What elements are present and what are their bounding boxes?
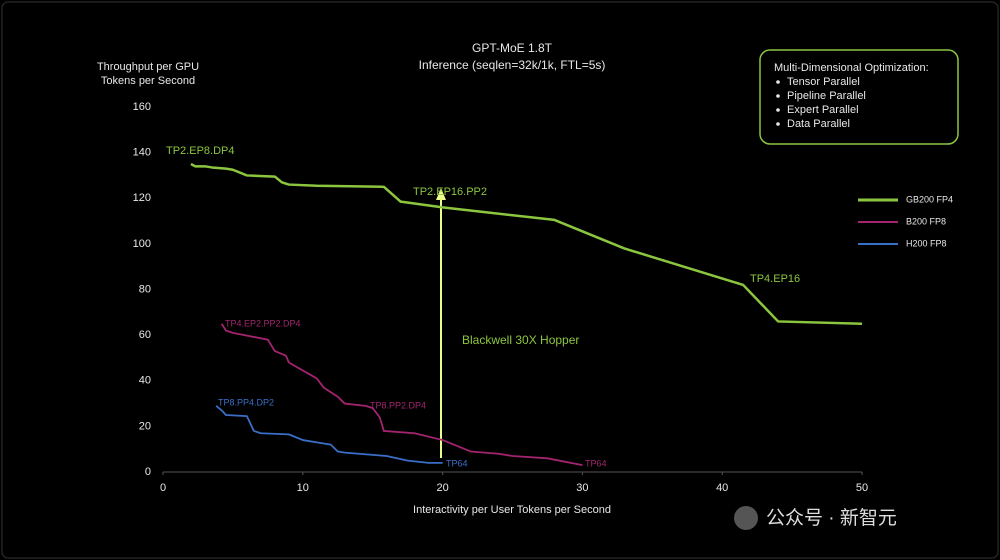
y-tick-label: 120 bbox=[133, 192, 151, 204]
annotation: TP2.EP16.PP2 bbox=[413, 186, 487, 198]
annotation: TP8.PP2.DP4 bbox=[370, 400, 426, 410]
note-box bbox=[759, 49, 959, 145]
annotation: Blackwell 30X Hopper bbox=[462, 333, 579, 347]
annotation: TP2.EP8.DP4 bbox=[166, 145, 234, 157]
x-tick-label: 30 bbox=[576, 482, 588, 494]
x-tick-label: 50 bbox=[856, 482, 868, 494]
x-tick-label: 20 bbox=[436, 482, 448, 494]
legend-label: H200 FP8 bbox=[906, 238, 947, 248]
chart-subtitle: Inference (seqlen=32k/1k, FTL=5s) bbox=[419, 58, 606, 72]
bullet bbox=[776, 108, 780, 112]
bullet bbox=[776, 94, 780, 98]
x-tick-label: 40 bbox=[716, 482, 728, 494]
bullet bbox=[776, 122, 780, 126]
series-line bbox=[220, 323, 583, 467]
y-tick-label: 60 bbox=[139, 329, 151, 341]
watermark: 公众号 · 新智元 bbox=[766, 507, 897, 529]
series-line bbox=[215, 405, 443, 464]
y-tick-label: 20 bbox=[139, 420, 151, 432]
y-axis-label: Throughput per GPU bbox=[97, 61, 199, 73]
y-tick-label: 100 bbox=[133, 238, 151, 250]
note-item: Data Parallel bbox=[787, 118, 850, 130]
bullet bbox=[776, 80, 780, 84]
arrow-head bbox=[436, 188, 446, 200]
note-title: Multi-Dimensional Optimization: bbox=[774, 62, 929, 74]
annotation: TP64 bbox=[585, 458, 607, 468]
y-tick-label: 0 bbox=[145, 466, 151, 478]
note-items: Tensor Parallel Pipeline Parallel Expert P… bbox=[776, 76, 866, 130]
x-tick-label: 10 bbox=[297, 482, 309, 494]
y-tick-label: 80 bbox=[139, 283, 151, 295]
watermark-icon bbox=[734, 506, 758, 530]
legend-label: B200 FP8 bbox=[906, 216, 946, 226]
annotation: TP4.EP16 bbox=[750, 273, 800, 285]
y-tick-label: 40 bbox=[139, 375, 151, 387]
x-tick-label: 0 bbox=[160, 482, 166, 494]
x-axis-label: Interactivity per User Tokens per Second bbox=[413, 504, 611, 516]
annotation: TP8.PP4.DP2 bbox=[218, 397, 274, 407]
chart-title: GPT-MoE 1.8T bbox=[472, 41, 553, 55]
y-axis-label: Tokens per Second bbox=[101, 75, 195, 87]
note-item: Pipeline Parallel bbox=[787, 90, 866, 102]
note-item: Tensor Parallel bbox=[787, 76, 860, 88]
note-item: Expert Parallel bbox=[787, 104, 859, 116]
annotation: TP4.EP2.PP2.DP4 bbox=[225, 318, 301, 328]
legend-label: GB200 FP4 bbox=[906, 194, 953, 204]
y-tick-label: 140 bbox=[133, 147, 151, 159]
series-line bbox=[190, 162, 863, 325]
y-tick-label: 160 bbox=[133, 101, 151, 113]
annotation: TP64 bbox=[446, 458, 468, 468]
